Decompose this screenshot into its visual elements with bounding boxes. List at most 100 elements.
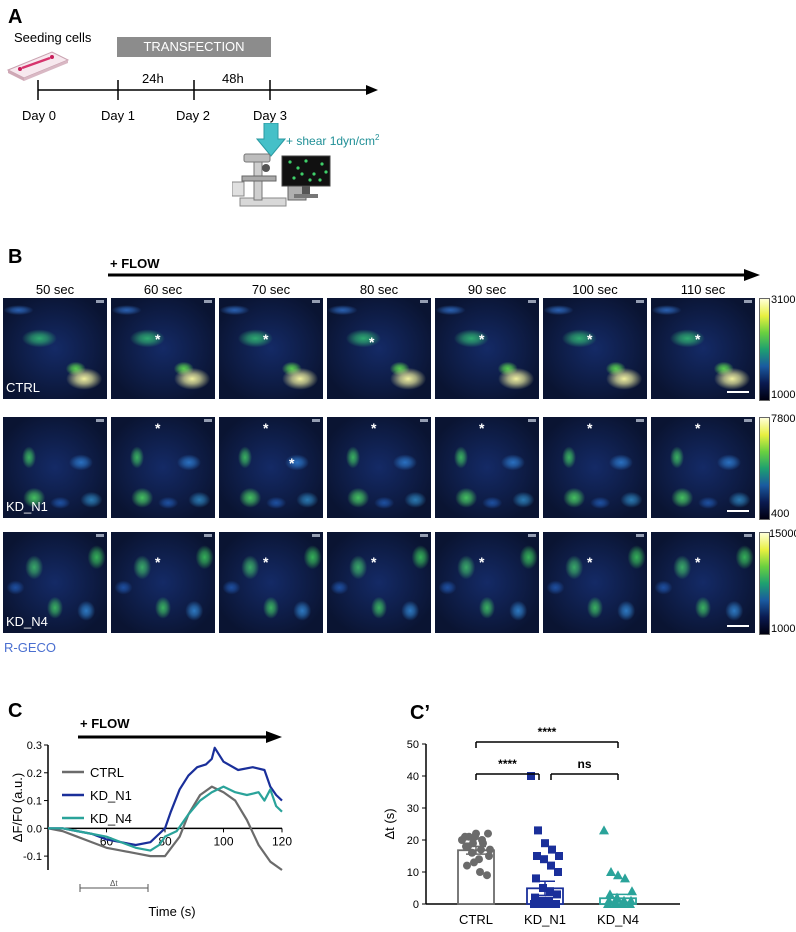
- data-point: [477, 845, 485, 854]
- micrograph: * *: [219, 417, 323, 518]
- shear-text: + shear 1dyn/cm: [286, 134, 376, 148]
- timeline-axis: [37, 80, 378, 100]
- culture-slide-icon: [6, 51, 70, 81]
- data-point: [484, 829, 492, 838]
- timestamp-mark: [96, 419, 104, 422]
- y-tick-label: 20: [407, 835, 419, 847]
- category-label: CTRL: [459, 912, 493, 927]
- data-point: [539, 884, 547, 892]
- y-tick-label: 40: [407, 771, 419, 783]
- data-point: [544, 900, 552, 908]
- series-line-kd-n1: [48, 746, 283, 847]
- data-point: [599, 825, 609, 835]
- scale-bar: [727, 510, 749, 512]
- data-point: [555, 852, 563, 860]
- data-point: [605, 889, 615, 899]
- micrograph: *: [111, 532, 215, 633]
- data-point: [537, 900, 545, 908]
- legend-label: CTRL: [90, 765, 124, 780]
- microscope-setup-icon: [232, 153, 331, 207]
- cell-marker-asterisk: *: [479, 554, 485, 570]
- x-tick-label: 120: [272, 834, 292, 848]
- series-line-kd-n4: [48, 785, 283, 852]
- condition-label: KD_N4: [6, 614, 48, 629]
- condition-label: CTRL: [6, 380, 40, 395]
- time-label: 80 sec: [359, 282, 399, 297]
- data-point: [554, 868, 562, 876]
- panel-c-prime-label: C’: [410, 702, 430, 724]
- colorbar-kd-n1-max: 7800: [771, 413, 796, 425]
- data-point: [463, 861, 471, 870]
- cell-marker-asterisk: *: [289, 455, 295, 471]
- data-point: [548, 845, 556, 854]
- data-point: [625, 899, 635, 908]
- micrograph: *: [327, 417, 431, 518]
- cell-marker-asterisk: *: [371, 420, 377, 436]
- micrograph: CTRL: [3, 298, 107, 399]
- time-label: 110 sec: [680, 282, 726, 297]
- cell-marker-asterisk: *: [371, 554, 377, 570]
- micrograph: *: [651, 298, 755, 399]
- time-label: 70 sec: [251, 282, 291, 297]
- timestamp-mark: [528, 534, 536, 537]
- y-tick-label: 50: [407, 739, 419, 751]
- micrograph: KD_N4: [3, 532, 107, 633]
- data-point: [476, 868, 484, 876]
- cell-marker-asterisk: *: [155, 554, 161, 570]
- cell-marker-asterisk: *: [695, 331, 701, 347]
- x-tick-label: 100: [213, 834, 233, 848]
- data-point: [469, 839, 477, 848]
- timestamp-mark: [96, 534, 104, 537]
- time-label: 60 sec: [143, 282, 183, 297]
- data-point: [462, 842, 470, 851]
- data-point: [620, 873, 630, 883]
- significance-label: ns: [577, 757, 591, 771]
- x-tick-label: 80: [158, 834, 172, 848]
- timestamp-mark: [312, 534, 320, 537]
- colorbar-kd-n4: [759, 532, 770, 635]
- cell-marker-asterisk: *: [263, 331, 269, 347]
- bar-chart: 50 40 30 20 10 0 Δt (s) CTRL KD_N1 KD_N4 **** ***…: [382, 725, 680, 927]
- data-point: [478, 836, 486, 844]
- micrograph: *: [327, 532, 431, 633]
- timestamp-mark: [744, 534, 752, 537]
- y-tick-label: -0.1: [23, 851, 42, 863]
- timestamp-mark: [420, 534, 428, 537]
- timestamp-mark: [636, 534, 644, 537]
- data-point: [483, 871, 491, 880]
- cell-marker-asterisk: *: [695, 420, 701, 436]
- data-point: [461, 832, 469, 841]
- micrograph: *: [327, 298, 431, 399]
- scale-bar: [727, 625, 749, 627]
- colorbar-kd-n4-max: 15000: [769, 528, 796, 540]
- data-point: [486, 845, 494, 854]
- micrograph: *: [651, 532, 755, 633]
- data-point: [546, 887, 554, 896]
- cell-marker-asterisk: *: [479, 331, 485, 347]
- data-point: [613, 870, 623, 880]
- micrograph: *: [651, 417, 755, 518]
- y-tick-label: 0.0: [27, 823, 42, 835]
- data-point: [533, 852, 541, 860]
- data-point: [547, 861, 555, 870]
- micrograph: *: [219, 532, 323, 633]
- y-tick-label: 0: [413, 899, 419, 911]
- timestamp-mark: [744, 300, 752, 303]
- cell-marker-asterisk: *: [587, 420, 593, 436]
- data-point: [540, 855, 548, 864]
- time-label: 50 sec: [35, 282, 75, 297]
- timestamp-mark: [744, 419, 752, 422]
- micrograph: *: [111, 417, 215, 518]
- micrograph: *: [543, 298, 647, 399]
- timestamp-mark: [312, 300, 320, 303]
- cell-marker-asterisk: *: [155, 331, 161, 347]
- timestamp-mark: [204, 419, 212, 422]
- timestamp-mark: [96, 300, 104, 303]
- shear-superscript: 2: [375, 133, 380, 142]
- panel-b-flow-label: + FLOW: [110, 256, 160, 271]
- panel-b-flow-arrow: [108, 269, 760, 281]
- timestamp-mark: [528, 419, 536, 422]
- data-point: [541, 839, 549, 848]
- colorbar-kd-n4-min: 1000: [771, 623, 796, 635]
